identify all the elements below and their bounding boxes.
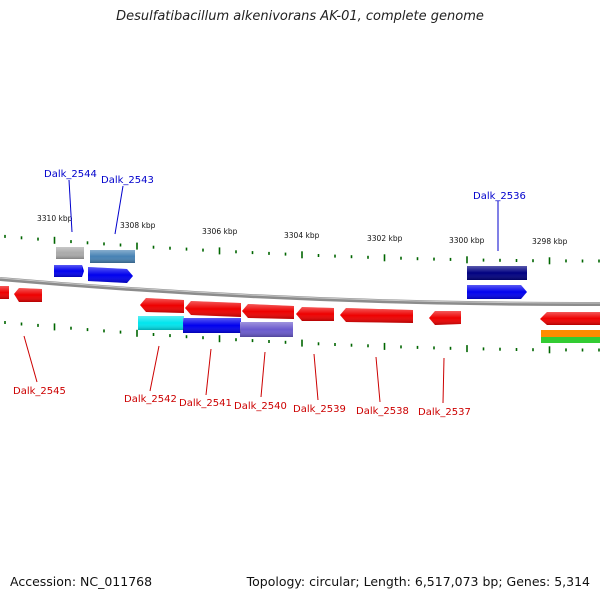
scale-label-3306: 3306 kbp [202, 227, 238, 236]
gene-label-dalk-2537: Dalk_2537 [418, 407, 471, 418]
scale-label-3310: 3310 kbp [37, 214, 73, 223]
scale-label-3300: 3300 kbp [449, 236, 485, 245]
gene-label-dalk-2541: Dalk_2541 [179, 398, 232, 409]
gene-edge-right-orange[interactable] [541, 330, 600, 337]
genome-summary-text: Topology: circular; Length: 6,517,073 bp… [246, 574, 590, 589]
genome-title: Desulfatibacillum alkenivorans AK-01, co… [116, 9, 484, 24]
gene-label-dalk-2543: Dalk_2543 [101, 175, 154, 186]
gene-label-dalk-2539: Dalk_2539 [293, 404, 346, 415]
gene-label-dalk-2545: Dalk_2545 [13, 386, 66, 397]
gene-label-dalk-2542: Dalk_2542 [124, 394, 177, 405]
scale-ticks-bottom [4, 321, 600, 354]
gene-label-dalk-2544: Dalk_2544 [44, 169, 97, 180]
accession-text: Accession: NC_011768 [10, 574, 153, 589]
forward-strand-genes [54, 247, 527, 299]
scale-label-3304: 3304 kbp [284, 231, 320, 240]
reverse-strand-genes [0, 286, 600, 343]
scale-label-3302: 3302 kbp [367, 234, 403, 243]
scale-label-3308: 3308 kbp [120, 221, 156, 230]
gene-label-dalk-2538: Dalk_2538 [356, 406, 409, 417]
genome-backbone [0, 277, 600, 307]
scale-ticks-top [4, 234, 600, 265]
gene-label-dalk-2536: Dalk_2536 [473, 191, 526, 202]
gene-label-dalk-2540: Dalk_2540 [234, 401, 287, 412]
scale-label-3298: 3298 kbp [532, 237, 568, 246]
gene-edge-right-green[interactable] [541, 337, 600, 343]
